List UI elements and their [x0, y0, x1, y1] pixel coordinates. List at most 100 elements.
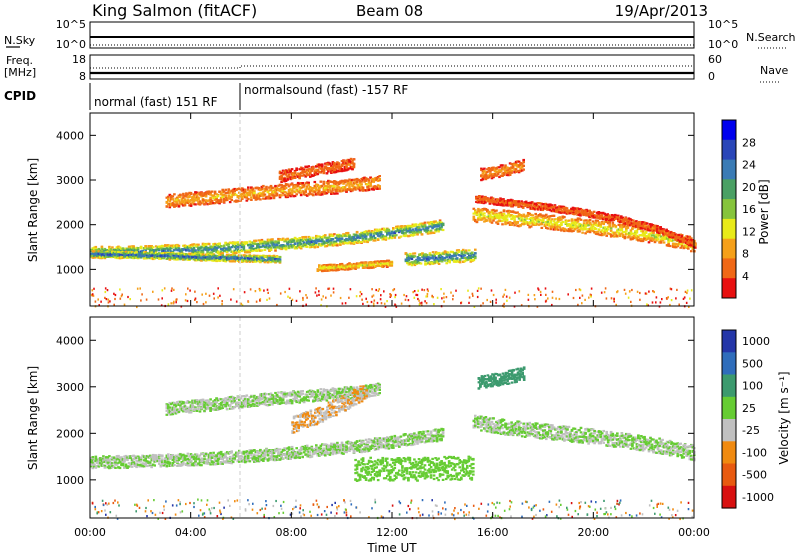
data-cell: [331, 234, 335, 238]
data-cell: [339, 239, 342, 242]
data-cell: [528, 212, 531, 215]
data-cell: [112, 249, 116, 252]
data-cell: [167, 251, 170, 254]
data-cell: [327, 266, 330, 269]
data-cell: [576, 220, 580, 223]
data-cell: [434, 252, 438, 255]
data-cell: [402, 234, 406, 237]
data-cell: [263, 188, 267, 191]
data-cell: [591, 212, 594, 215]
data-cell: [575, 218, 578, 222]
data-cell: [369, 231, 372, 234]
data-cell: [504, 219, 507, 222]
data-cell: [242, 246, 246, 249]
data-cell: [597, 224, 601, 227]
data-cell: [201, 251, 205, 254]
data-cell: [635, 238, 639, 241]
data-cell: [641, 230, 645, 233]
data-cell: [304, 245, 307, 248]
data-cell: [419, 231, 422, 234]
data-cell: [299, 187, 303, 190]
data-cell: [687, 235, 690, 238]
data-cell: [439, 259, 442, 262]
data-cell: [440, 223, 443, 226]
data-cell: [182, 258, 185, 261]
data-cell: [275, 255, 279, 258]
data-cell: [327, 239, 330, 242]
data-cell: [382, 235, 386, 238]
data-cell: [523, 219, 527, 222]
data-cell: [286, 183, 289, 186]
data-cell: [434, 230, 437, 233]
data-cell: [668, 244, 672, 248]
data-cell: [230, 189, 233, 192]
data-cell: [213, 258, 217, 261]
data-cell: [298, 241, 301, 244]
data-cell: [298, 189, 301, 192]
data-cell: [210, 249, 214, 252]
data-cell: [168, 202, 172, 206]
data-cell: [262, 254, 265, 257]
data-cell: [307, 181, 310, 184]
data-cell: [614, 225, 618, 228]
data-cell: [455, 249, 459, 252]
data-cell: [164, 252, 167, 255]
data-cell: [435, 228, 439, 231]
data-cell: [281, 189, 285, 193]
data-cell: [527, 204, 531, 207]
data-cell: [286, 193, 289, 196]
data-cell: [576, 213, 579, 216]
data-cell: [218, 256, 221, 259]
data-cell: [345, 189, 348, 192]
data-cell: [514, 200, 517, 203]
data-cell: [290, 183, 294, 186]
data-cell: [413, 230, 416, 233]
data-cell: [298, 191, 301, 194]
data-cell: [278, 187, 282, 190]
data-cell: [328, 186, 332, 189]
data-cell: [440, 224, 443, 227]
data-cell: [600, 221, 604, 224]
data-cell: [528, 217, 531, 220]
data-cell: [416, 260, 420, 263]
data-cell: [150, 256, 153, 259]
data-cell: [269, 241, 273, 244]
data-cell: [526, 212, 530, 215]
data-cell: [455, 260, 459, 263]
data-cell: [463, 260, 467, 263]
data-cell: [375, 178, 378, 182]
data-cell: [197, 243, 200, 246]
data-cell: [173, 193, 176, 196]
data-cell: [327, 240, 330, 243]
data-cell: [558, 205, 561, 208]
data-cell: [330, 266, 333, 270]
data-cell: [469, 254, 473, 258]
data-cell: [514, 221, 518, 224]
data-cell: [455, 257, 459, 260]
data-cell: [278, 183, 282, 186]
data-cell: [263, 197, 267, 200]
data-cell: [325, 239, 329, 242]
data-cell: [198, 193, 202, 196]
data-cell: [379, 236, 383, 239]
data-cell: [426, 230, 430, 233]
data-cell: [268, 193, 271, 196]
data-cell: [413, 252, 417, 255]
data-cell: [360, 180, 363, 183]
data-cell: [574, 210, 578, 213]
data-cell: [543, 216, 547, 219]
data-cell: [250, 241, 253, 244]
data-cell: [307, 235, 310, 239]
data-cell: [218, 199, 221, 202]
data-cell: [222, 246, 226, 249]
data-cell: [266, 197, 270, 200]
data-cell: [262, 259, 265, 262]
data-cell: [499, 197, 502, 200]
data-cell: [225, 253, 229, 256]
data-cell: [565, 210, 569, 213]
data-cell: [393, 231, 397, 234]
data-cell: [274, 190, 277, 194]
data-cell: [384, 238, 388, 241]
data-cell: [218, 257, 221, 260]
data-cell: [185, 195, 188, 198]
